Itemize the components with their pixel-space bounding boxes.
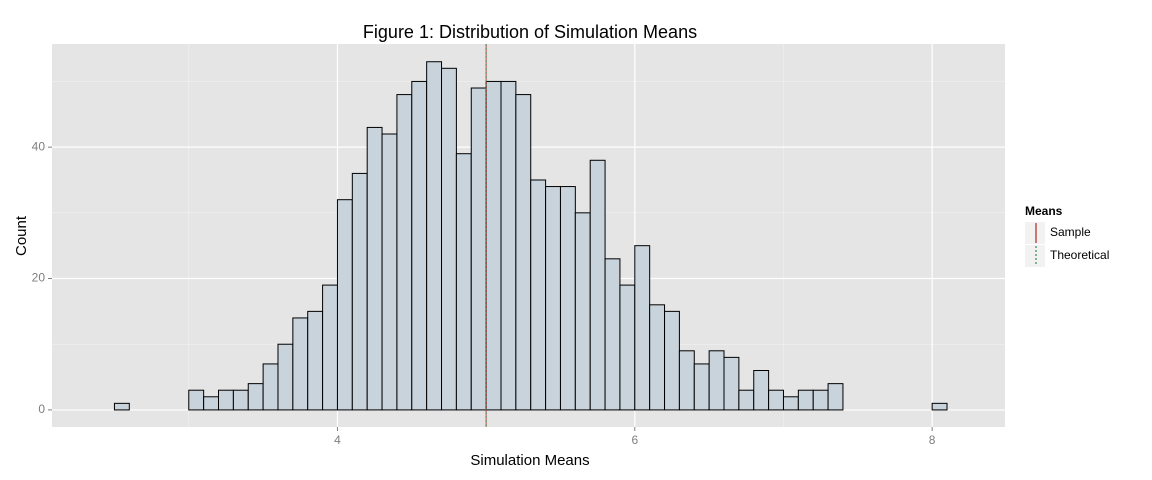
bar [619, 284, 636, 411]
bar [753, 370, 770, 411]
bar [515, 94, 532, 411]
y-axis-label: Count [13, 215, 30, 256]
legend-key [1025, 222, 1045, 244]
bar [812, 389, 829, 411]
bar [649, 304, 666, 411]
bar [277, 343, 294, 411]
bar [113, 402, 130, 411]
bar [827, 383, 844, 411]
bar [441, 67, 457, 411]
bar [455, 153, 472, 411]
bar [500, 80, 517, 411]
bar [604, 258, 621, 411]
y-tick-label: 0 [38, 402, 45, 416]
bar [931, 402, 948, 411]
legend-label: Sample [1050, 225, 1091, 239]
bar [530, 179, 547, 411]
bar [574, 212, 591, 411]
bar [366, 126, 383, 411]
bar [723, 356, 740, 411]
bar [336, 199, 353, 411]
legend-label: Theoretical [1050, 248, 1109, 262]
bar [307, 310, 324, 411]
bar [262, 363, 279, 411]
x-tick-label: 4 [334, 433, 341, 447]
legend-title: Means [1025, 204, 1063, 218]
bar [768, 389, 784, 411]
bar [322, 284, 338, 411]
bar [218, 389, 234, 411]
bar [485, 80, 502, 411]
bar [797, 389, 814, 411]
bar [232, 389, 249, 411]
chart-title: Figure 1: Distribution of Simulation Mea… [363, 22, 697, 42]
bar [589, 159, 606, 411]
bar [292, 317, 309, 411]
bar [545, 186, 561, 411]
bar [559, 186, 576, 411]
bar [426, 61, 443, 411]
bar [396, 94, 413, 411]
bar [782, 396, 799, 411]
bar [203, 396, 220, 411]
x-tick-label: 8 [929, 433, 936, 447]
bar [708, 350, 725, 411]
bar [381, 133, 398, 411]
x-tick-label: 6 [631, 433, 638, 447]
bar [693, 363, 710, 411]
legend-key [1025, 245, 1045, 267]
bar [678, 350, 695, 411]
bar [634, 245, 651, 411]
bar [351, 172, 368, 411]
bar [738, 389, 755, 411]
bar [664, 310, 680, 411]
bar [188, 389, 205, 411]
bar [247, 383, 264, 411]
bar [411, 80, 428, 411]
x-axis-label: Simulation Means [470, 452, 589, 469]
y-tick-label: 40 [32, 139, 46, 153]
y-tick-label: 20 [32, 271, 46, 285]
bar [470, 87, 487, 411]
